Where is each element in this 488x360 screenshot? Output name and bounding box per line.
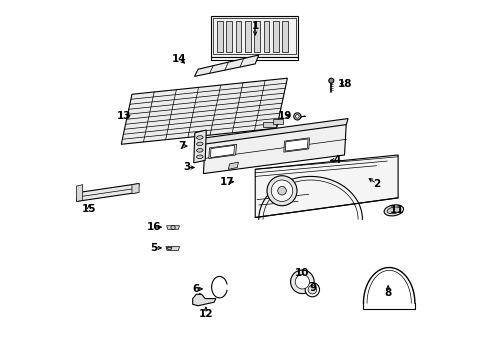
- Polygon shape: [254, 21, 260, 52]
- Polygon shape: [226, 21, 231, 52]
- Polygon shape: [217, 21, 222, 52]
- Text: 17: 17: [220, 177, 234, 187]
- Polygon shape: [263, 122, 275, 127]
- Ellipse shape: [196, 142, 203, 146]
- Circle shape: [293, 113, 300, 120]
- Polygon shape: [282, 21, 287, 52]
- Circle shape: [328, 78, 333, 83]
- Circle shape: [266, 176, 296, 206]
- Polygon shape: [77, 185, 82, 202]
- Circle shape: [171, 225, 175, 230]
- Ellipse shape: [196, 155, 203, 159]
- Text: 3: 3: [183, 162, 191, 172]
- Polygon shape: [194, 55, 258, 76]
- Text: 6: 6: [192, 284, 200, 294]
- Text: 16: 16: [146, 222, 161, 232]
- Polygon shape: [210, 16, 298, 57]
- Text: 2: 2: [372, 179, 380, 189]
- Polygon shape: [272, 21, 278, 52]
- Polygon shape: [263, 21, 269, 52]
- Circle shape: [271, 180, 292, 202]
- Text: 15: 15: [81, 203, 96, 213]
- Polygon shape: [77, 184, 139, 202]
- Text: 11: 11: [389, 205, 404, 215]
- Polygon shape: [228, 162, 238, 169]
- Text: 8: 8: [384, 288, 391, 297]
- Polygon shape: [273, 118, 283, 123]
- Polygon shape: [283, 138, 309, 152]
- Circle shape: [295, 114, 299, 118]
- Ellipse shape: [196, 136, 203, 139]
- Text: 1: 1: [251, 21, 258, 31]
- Polygon shape: [121, 78, 287, 144]
- Text: 5: 5: [149, 243, 157, 253]
- Ellipse shape: [386, 207, 400, 214]
- Text: 18: 18: [337, 78, 352, 89]
- Polygon shape: [165, 247, 179, 250]
- Polygon shape: [235, 21, 241, 52]
- Text: 12: 12: [198, 309, 213, 319]
- Polygon shape: [255, 155, 397, 217]
- Circle shape: [290, 270, 313, 294]
- Polygon shape: [166, 248, 172, 249]
- Ellipse shape: [383, 205, 403, 216]
- Polygon shape: [192, 294, 216, 306]
- Ellipse shape: [196, 149, 203, 152]
- Polygon shape: [203, 118, 347, 144]
- Circle shape: [295, 275, 309, 289]
- Text: 19: 19: [278, 111, 292, 121]
- Text: 10: 10: [295, 268, 309, 278]
- Polygon shape: [285, 139, 307, 151]
- Circle shape: [305, 283, 319, 297]
- Circle shape: [307, 285, 316, 294]
- Polygon shape: [210, 145, 234, 157]
- Polygon shape: [166, 226, 179, 229]
- Polygon shape: [132, 184, 139, 194]
- Text: 7: 7: [178, 141, 185, 151]
- Text: 4: 4: [333, 156, 340, 165]
- Text: 13: 13: [117, 111, 131, 121]
- Text: 9: 9: [309, 283, 316, 293]
- Polygon shape: [244, 21, 250, 52]
- Circle shape: [277, 186, 285, 195]
- Text: 14: 14: [172, 54, 186, 64]
- Polygon shape: [208, 144, 236, 158]
- Polygon shape: [193, 130, 206, 163]
- Polygon shape: [203, 123, 346, 174]
